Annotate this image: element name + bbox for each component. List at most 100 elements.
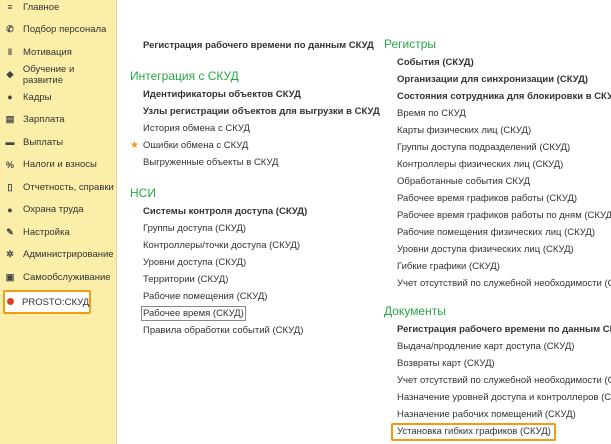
nav-link[interactable]: Идентификаторы объектов СКУД bbox=[143, 86, 380, 103]
nav-link[interactable]: Установка гибких графиков (СКУД) bbox=[391, 423, 611, 441]
nav-link[interactable]: Учет отсутствий по служебной необходимос… bbox=[397, 372, 611, 389]
sidebar-item[interactable]: ◆ Обучение и развитие bbox=[0, 64, 116, 86]
sidebar-item[interactable]: % Налоги и взносы bbox=[0, 154, 116, 176]
favorite-star-icon[interactable]: ★ bbox=[130, 140, 139, 151]
nav-link-label: Ошибки обмена с СКУД bbox=[143, 140, 249, 151]
nav-link-label: Организации для синхронизации (СКУД) bbox=[397, 74, 589, 85]
section-integration-title: Интеграция с СКУД bbox=[130, 69, 239, 83]
sidebar-item-label: Администрирование bbox=[23, 249, 114, 260]
sidebar-item[interactable]: ▯ Отчетность, справки bbox=[0, 176, 116, 198]
nav-link[interactable]: Организации для синхронизации (СКУД) bbox=[397, 71, 611, 88]
documents-icon: ▯ bbox=[7, 181, 13, 192]
nav-link[interactable]: Контроллеры/точки доступа (СКУД) bbox=[143, 237, 380, 254]
nav-link[interactable]: Рабочие помещения (СКУД) bbox=[143, 288, 380, 305]
helmet-icon: ● bbox=[7, 204, 13, 215]
nav-link[interactable]: Системы контроля доступа (СКУД) bbox=[143, 203, 380, 220]
sidebar-item-label: Налоги и взносы bbox=[23, 159, 97, 170]
sidebar-item-label: Настройка bbox=[23, 226, 70, 238]
nav-link-label: Правила обработки событий (СКУД) bbox=[143, 325, 304, 336]
nav-link-label: Учет отсутствий по служебной необходимос… bbox=[397, 375, 611, 386]
nav-link-label: Учет отсутствий по служебной необходимос… bbox=[397, 278, 611, 289]
nav-link-label: Назначение уровней доступа и контроллеро… bbox=[397, 392, 611, 403]
calculator-icon: ▤ bbox=[5, 114, 15, 124]
people-icon: ǁ bbox=[7, 47, 13, 57]
sidebar-item[interactable]: ▬ Выплаты bbox=[0, 131, 116, 153]
nav-link[interactable]: События (СКУД) bbox=[397, 54, 611, 71]
sidebar-item[interactable]: ✲ Администрирование bbox=[0, 244, 116, 266]
sidebar-item-label: Главное bbox=[23, 1, 60, 13]
nav-link[interactable]: Группы доступа подразделений (СКУД) bbox=[397, 139, 611, 156]
phone-icon: ✆ bbox=[6, 24, 14, 34]
sidebar-item[interactable]: ✎ Настройка bbox=[0, 221, 116, 243]
nav-link-label: Рабочее время (СКУД) bbox=[141, 306, 246, 321]
sidebar-item-label: PROSTO:СКУД bbox=[22, 296, 90, 308]
nav-link[interactable]: Возвраты карт (СКУД) bbox=[397, 355, 611, 372]
nav-link[interactable]: Время по СКУД bbox=[397, 105, 611, 122]
nav-link[interactable]: Обработанные события СКУД bbox=[397, 173, 611, 190]
sidebar-item[interactable]: ǁ Мотивация bbox=[0, 41, 116, 63]
sidebar-item[interactable]: ✆ Подбор персонала bbox=[0, 19, 116, 41]
graduation-icon: ◆ bbox=[6, 69, 14, 79]
sidebar-item-label: Обучение и развитие bbox=[22, 63, 75, 86]
nav-link-label: Выгруженные объекты в СКУД bbox=[143, 157, 279, 168]
sidebar-item[interactable]: ▤ Зарплата bbox=[0, 109, 116, 131]
sidebar-item-label: Зарплата bbox=[23, 114, 65, 125]
nav-link-label: Группы доступа подразделений (СКУД) bbox=[397, 142, 571, 153]
nav-link[interactable]: Гибкие графики (СКУД) bbox=[397, 258, 611, 275]
sidebar: ≡ Главное ✆ Подбор персонала ǁ Мотивация ◆ Обуч… bbox=[0, 0, 117, 444]
sidebar-item[interactable]: ● Охрана труда bbox=[0, 199, 116, 221]
nav-link[interactable]: Рабочее время графиков работы по дням (С… bbox=[397, 207, 611, 224]
nav-link-label: Гибкие графики (СКУД) bbox=[397, 261, 500, 272]
nav-link-label: История обмена с СКУД bbox=[143, 123, 250, 134]
card-icon: ▬ bbox=[5, 137, 15, 147]
nav-link[interactable]: Рабочее время графиков работы (СКУД) bbox=[397, 190, 611, 207]
nav-link[interactable]: Рабочие помещения физических лиц (СКУД) bbox=[397, 224, 611, 241]
nav-link-label: Обработанные события СКУД bbox=[397, 176, 531, 187]
nav-link[interactable]: ★ Ошибки обмена с СКУД bbox=[130, 137, 380, 154]
nav-link-label: События (СКУД) bbox=[397, 57, 474, 68]
nav-link[interactable]: Назначение рабочих помещений (СКУД) bbox=[397, 406, 611, 423]
nav-link[interactable]: Правила обработки событий (СКУД) bbox=[143, 322, 380, 339]
link-registration[interactable]: Регистрация рабочего времени по данным С… bbox=[143, 40, 374, 51]
nav-link[interactable]: История обмена с СКУД bbox=[143, 120, 380, 137]
menu-icon: ≡ bbox=[7, 2, 13, 12]
nav-link[interactable]: Рабочее время (СКУД) bbox=[141, 305, 380, 322]
nav-link-label: Территории (СКУД) bbox=[143, 274, 229, 285]
nav-link-label: Регистрация рабочего времени по данным С… bbox=[397, 324, 611, 335]
nav-link-label: Группы доступа (СКУД) bbox=[143, 223, 247, 234]
sidebar-item-label: Отчетность, справки bbox=[23, 181, 114, 193]
percent-icon: % bbox=[5, 159, 14, 170]
sidebar-item-label: Кадры bbox=[23, 91, 52, 103]
nav-link-label: Рабочие помещения физических лиц (СКУД) bbox=[397, 227, 595, 238]
nav-link-label: Выдача/продление карт доступа (СКУД) bbox=[397, 341, 575, 352]
sidebar-item[interactable]: ● Кадры bbox=[0, 86, 116, 108]
nav-link-label: Назначение рабочих помещений (СКУД) bbox=[397, 409, 576, 420]
nav-link-label: Состояния сотрудника для блокировки в СК… bbox=[397, 91, 611, 102]
nav-link[interactable]: Контроллеры физических лиц (СКУД) bbox=[397, 156, 611, 173]
nav-link[interactable]: Территории (СКУД) bbox=[143, 271, 380, 288]
section-registers-title: Регистры bbox=[384, 37, 437, 51]
nav-link[interactable]: Уровни доступа (СКУД) bbox=[143, 254, 380, 271]
prosto-logo-icon bbox=[7, 297, 14, 307]
nav-link[interactable]: Состояния сотрудника для блокировки в СК… bbox=[397, 88, 611, 105]
nav-link[interactable]: Узлы регистрации объектов для выгрузки в… bbox=[143, 103, 380, 120]
nav-link-label: Рабочие помещения (СКУД) bbox=[143, 291, 268, 302]
nav-link[interactable]: Карты физических лиц (СКУД) bbox=[397, 122, 611, 139]
nav-link-label: Системы контроля доступа (СКУД) bbox=[143, 206, 308, 217]
users-icon: ● bbox=[7, 92, 13, 102]
nav-link[interactable]: Выгруженные объекты в СКУД bbox=[143, 154, 380, 171]
sidebar-item[interactable]: PROSTO:СКУД bbox=[3, 290, 91, 314]
sidebar-item-label: Выплаты bbox=[23, 136, 64, 148]
nav-link[interactable]: Регистрация рабочего времени по данным С… bbox=[397, 321, 611, 338]
nav-link-label: Время по СКУД bbox=[397, 108, 466, 119]
nav-link[interactable]: Уровни доступа физических лиц (СКУД) bbox=[397, 241, 611, 258]
nav-link[interactable]: Группы доступа (СКУД) bbox=[143, 220, 380, 237]
nav-link-label: Карты физических лиц (СКУД) bbox=[397, 125, 532, 136]
nav-link[interactable]: Учет отсутствий по служебной необходимос… bbox=[397, 275, 611, 292]
nav-link[interactable]: Назначение уровней доступа и контроллеро… bbox=[397, 389, 611, 406]
nav-link-label: Установка гибких графиков (СКУД) bbox=[391, 423, 556, 441]
sidebar-item[interactable]: ▣ Самообслуживание bbox=[0, 266, 116, 288]
sidebar-item-label: Подбор персонала bbox=[23, 24, 107, 35]
nav-link[interactable]: Выдача/продление карт доступа (СКУД) bbox=[397, 338, 611, 355]
sidebar-item[interactable]: ≡ Главное bbox=[0, 0, 116, 18]
